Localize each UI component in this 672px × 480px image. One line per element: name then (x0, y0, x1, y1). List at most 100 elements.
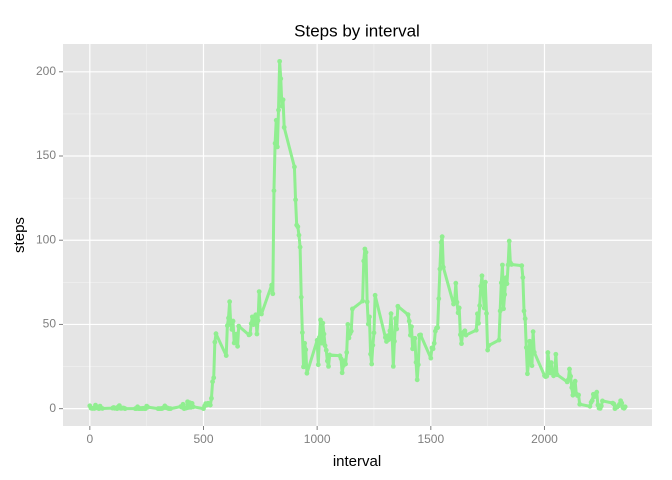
data-point (544, 373, 550, 379)
data-point (480, 290, 486, 296)
data-point (431, 340, 437, 346)
data-point (254, 331, 260, 337)
data-point (371, 330, 377, 336)
data-point (271, 188, 277, 194)
data-point (439, 234, 445, 240)
data-point (348, 328, 354, 334)
data-point (321, 331, 327, 337)
data-point (455, 310, 461, 316)
data-point (370, 342, 376, 348)
data-point (344, 349, 350, 355)
x-tick-label: 1500 (417, 432, 444, 446)
data-point (482, 279, 488, 285)
data-point (589, 398, 595, 403)
x-tick-label: 500 (193, 432, 213, 446)
data-point (269, 282, 275, 288)
data-point (273, 117, 279, 123)
data-point (473, 327, 479, 333)
data-point (259, 311, 264, 317)
data-point (301, 364, 306, 370)
data-point (501, 306, 506, 312)
data-point (545, 350, 551, 355)
data-point (409, 324, 414, 330)
y-tick-label: 100 (36, 232, 56, 246)
data-point (576, 392, 581, 398)
data-point (503, 275, 509, 281)
data-point (319, 340, 325, 346)
data-point (168, 406, 173, 412)
x-axis-title: interval (333, 453, 381, 470)
data-point (521, 308, 527, 314)
data-point (274, 144, 280, 150)
data-point (212, 339, 218, 345)
x-tick-label: 0 (86, 432, 93, 446)
data-point (395, 303, 401, 309)
data-point (476, 320, 481, 326)
data-point (577, 401, 583, 407)
data-point (346, 335, 352, 341)
data-point (430, 346, 436, 352)
data-point (255, 318, 261, 323)
data-point (367, 314, 372, 320)
data-point (506, 238, 512, 244)
data-point (388, 311, 394, 317)
data-point (368, 351, 373, 357)
data-point (481, 305, 487, 311)
data-point (463, 332, 469, 338)
data-point (435, 325, 441, 331)
data-point (587, 403, 593, 409)
data-point (227, 299, 233, 305)
data-point (360, 298, 366, 304)
data-point (295, 224, 301, 230)
data-point (247, 331, 253, 337)
data-point (411, 343, 417, 348)
data-point (568, 373, 574, 379)
data-point (363, 249, 369, 255)
data-point (522, 316, 528, 322)
data-point (526, 360, 531, 365)
data-point (548, 360, 554, 366)
data-point (349, 306, 355, 312)
data-point (407, 332, 413, 338)
data-point (523, 345, 529, 350)
data-point (405, 312, 411, 318)
data-point (296, 232, 302, 238)
data-point (303, 347, 309, 353)
y-tick-label: 0 (49, 401, 56, 415)
data-point (361, 258, 367, 264)
data-point (322, 343, 328, 349)
data-point (428, 355, 434, 361)
data-point (619, 400, 625, 406)
data-point (393, 316, 398, 321)
data-point (280, 97, 286, 103)
data-point (326, 363, 331, 369)
data-point (211, 375, 217, 381)
data-point (281, 124, 287, 130)
y-tick-label: 150 (36, 148, 56, 162)
data-point (594, 389, 600, 395)
data-point (572, 378, 578, 384)
data-point (323, 347, 329, 353)
data-point (412, 335, 418, 341)
data-point (304, 370, 310, 376)
data-point (339, 370, 345, 376)
data-point (213, 331, 219, 337)
data-point (343, 361, 348, 367)
data-point (414, 377, 420, 383)
data-point (509, 262, 514, 267)
data-point (190, 404, 196, 410)
data-point (527, 338, 533, 344)
data-point (394, 326, 400, 332)
data-point (519, 263, 525, 269)
data-point (462, 328, 468, 334)
data-point (478, 283, 484, 289)
data-point (485, 347, 491, 353)
data-point (611, 401, 617, 407)
data-point (415, 362, 421, 368)
y-tick-label: 50 (43, 317, 57, 331)
data-point (502, 292, 508, 297)
data-point (484, 311, 489, 316)
data-point (297, 244, 303, 250)
data-point (454, 299, 460, 305)
data-point (390, 363, 396, 369)
